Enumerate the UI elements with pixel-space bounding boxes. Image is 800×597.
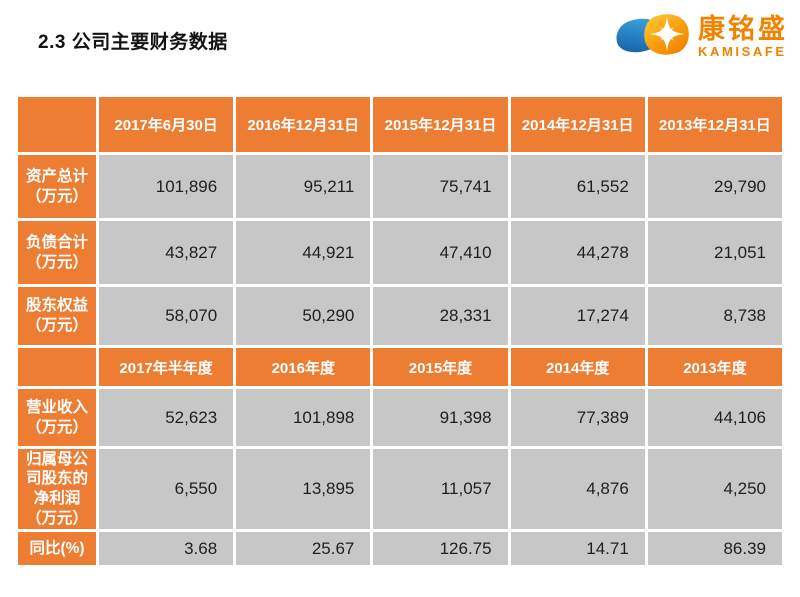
logo-company-name-cn: 康铭盛 bbox=[698, 13, 788, 44]
value-cell: 101,896 bbox=[99, 155, 234, 218]
table1-column-header: 2016年12月31日 bbox=[236, 97, 371, 152]
row-label-yoy-percent: 同比(%) bbox=[18, 532, 96, 565]
table2-column-header: 2017年半年度 bbox=[99, 348, 234, 386]
logo-text: 康铭盛 KAMISAFE bbox=[698, 13, 788, 60]
value-cell: 11,057 bbox=[373, 449, 508, 529]
logo-company-name-en: KAMISAFE bbox=[698, 44, 787, 60]
table1-corner-cell bbox=[18, 97, 96, 152]
row-label-total-assets: 资产总计 （万元） bbox=[18, 155, 96, 218]
table1-column-header: 2013年12月31日 bbox=[647, 97, 782, 152]
table2-column-header: 2016年度 bbox=[236, 348, 371, 386]
row-label-net-profit-parent: 归属母公 司股东的 净利润 （万元） bbox=[18, 449, 96, 529]
value-cell: 43,827 bbox=[99, 221, 234, 284]
value-cell: 8,738 bbox=[647, 287, 782, 345]
financial-data-table: 2017年6月30日 2016年12月31日 2015年12月31日 2014年… bbox=[18, 97, 782, 565]
row-label-shareholders-equity: 股东权益 （万元） bbox=[18, 287, 96, 345]
value-cell: 25.67 bbox=[236, 532, 371, 565]
row-label-operating-revenue: 营业收入 （万元） bbox=[18, 389, 96, 446]
row-label-total-liabilities: 负债合计 （万元） bbox=[18, 221, 96, 284]
value-cell: 75,741 bbox=[373, 155, 508, 218]
value-cell: 28,331 bbox=[373, 287, 508, 345]
value-cell: 21,051 bbox=[647, 221, 782, 284]
value-cell: 58,070 bbox=[99, 287, 234, 345]
table1-column-header: 2015年12月31日 bbox=[373, 97, 508, 152]
table1-column-header: 2017年6月30日 bbox=[99, 97, 234, 152]
value-cell: 95,211 bbox=[236, 155, 371, 218]
value-cell: 47,410 bbox=[373, 221, 508, 284]
table2-column-header: 2014年度 bbox=[510, 348, 645, 386]
company-logo: 康铭盛 KAMISAFE bbox=[612, 8, 788, 66]
table2-column-header: 2015年度 bbox=[373, 348, 508, 386]
starburst-icon bbox=[649, 16, 685, 52]
value-cell: 13,895 bbox=[236, 449, 371, 529]
value-cell: 17,274 bbox=[510, 287, 645, 345]
value-cell: 86.39 bbox=[647, 532, 782, 565]
value-cell: 3.68 bbox=[99, 532, 234, 565]
table1-column-header: 2014年12月31日 bbox=[510, 97, 645, 152]
value-cell: 14.71 bbox=[510, 532, 645, 565]
value-cell: 29,790 bbox=[647, 155, 782, 218]
logo-mark-icon bbox=[612, 8, 694, 66]
value-cell: 52,623 bbox=[99, 389, 234, 446]
value-cell: 77,389 bbox=[510, 389, 645, 446]
value-cell: 4,876 bbox=[510, 449, 645, 529]
value-cell: 126.75 bbox=[373, 532, 508, 565]
value-cell: 61,552 bbox=[510, 155, 645, 218]
table2-corner-cell bbox=[18, 348, 96, 386]
page-title: 2.3 公司主要财务数据 bbox=[38, 32, 228, 53]
value-cell: 44,278 bbox=[510, 221, 645, 284]
table2-column-header: 2013年度 bbox=[647, 348, 782, 386]
value-cell: 44,921 bbox=[236, 221, 371, 284]
value-cell: 4,250 bbox=[647, 449, 782, 529]
value-cell: 50,290 bbox=[236, 287, 371, 345]
value-cell: 44,106 bbox=[647, 389, 782, 446]
value-cell: 91,398 bbox=[373, 389, 508, 446]
value-cell: 6,550 bbox=[99, 449, 234, 529]
value-cell: 101,898 bbox=[236, 389, 371, 446]
